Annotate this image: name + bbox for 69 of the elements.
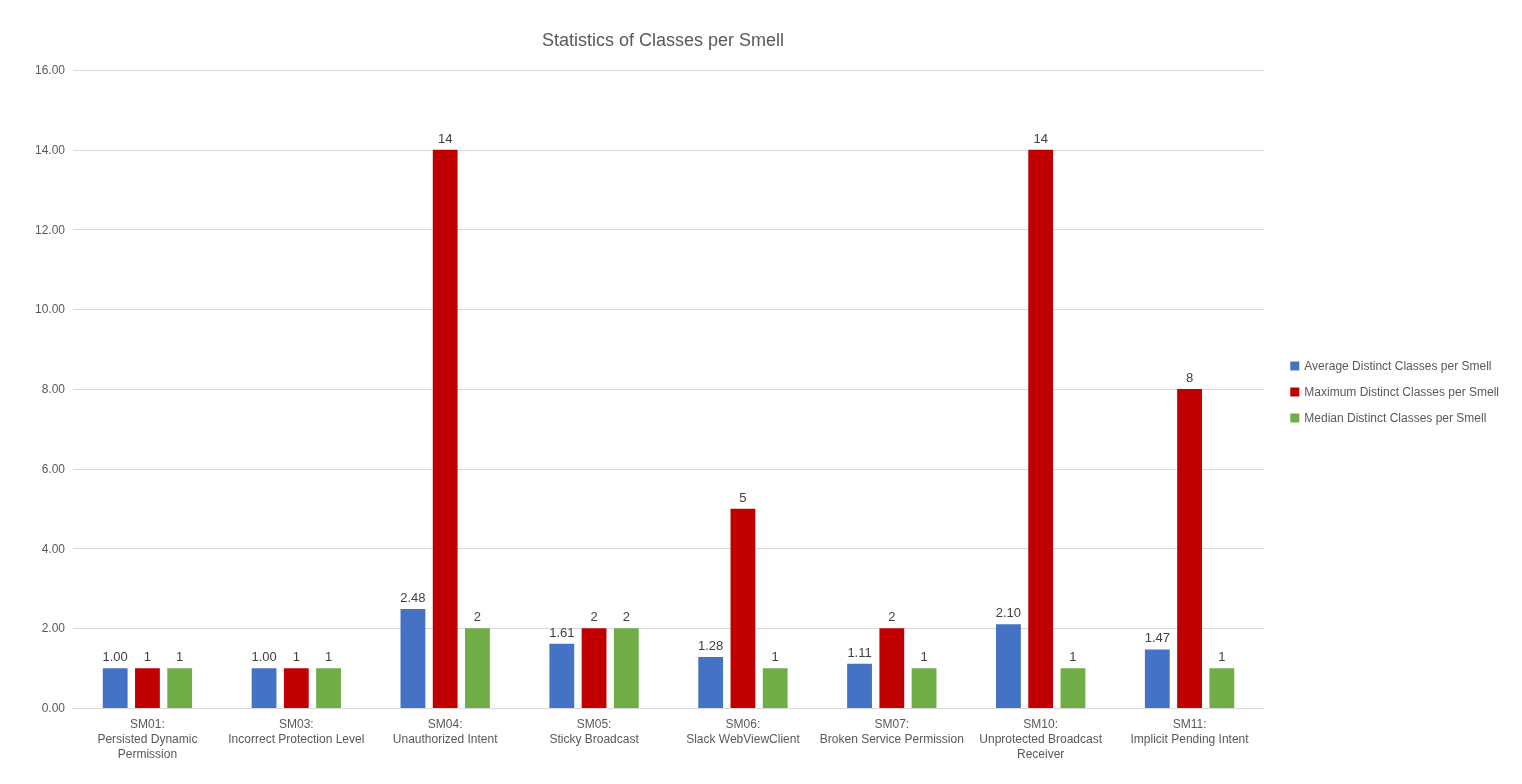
data-label: 1 xyxy=(324,649,333,665)
data-label: 8 xyxy=(1185,370,1194,385)
y-tick-label: 6.00 xyxy=(41,461,66,476)
bar xyxy=(1177,389,1202,708)
legend-label: Median Distinct Classes per Smell xyxy=(1304,411,1487,425)
data-label: 5 xyxy=(739,489,747,505)
bar xyxy=(1060,668,1086,708)
data-label: 1.61 xyxy=(549,624,575,640)
data-label: 14 xyxy=(1033,130,1048,146)
bar xyxy=(316,668,341,708)
bar xyxy=(135,668,160,708)
y-tick-label: 8.00 xyxy=(41,382,66,396)
data-label: 2 xyxy=(473,609,482,625)
bar xyxy=(432,149,458,708)
bar xyxy=(400,609,426,708)
bar xyxy=(167,668,193,708)
y-tick-label: 12.00 xyxy=(34,222,66,237)
bar xyxy=(581,628,607,708)
y-tick-label: 4.00 xyxy=(41,541,66,556)
bar xyxy=(762,668,788,708)
y-tick-label: 0.00 xyxy=(41,701,66,715)
data-label: 1 xyxy=(143,649,152,665)
data-label: 2.48 xyxy=(400,590,426,606)
bar xyxy=(283,668,309,708)
legend-label: Maximum Distinct Classes per Smell xyxy=(1304,385,1500,399)
bar xyxy=(613,628,639,708)
data-label: 1.00 xyxy=(251,649,277,665)
data-label: 1 xyxy=(1069,649,1077,665)
y-tick-label: 2.00 xyxy=(41,621,66,636)
bar xyxy=(1028,149,1054,708)
data-label: 1 xyxy=(1218,649,1226,665)
bar xyxy=(730,508,756,708)
bar xyxy=(102,668,128,708)
bar xyxy=(996,624,1021,708)
x-tick-label: SM04: Unauthorized Intent xyxy=(392,716,499,746)
legend-label: Average Distinct Classes per Smell xyxy=(1304,359,1492,373)
data-label: 2 xyxy=(888,609,896,625)
data-label: 1 xyxy=(771,649,779,665)
data-label: 1.11 xyxy=(847,644,872,660)
data-label: 2.10 xyxy=(995,605,1022,621)
bar xyxy=(847,663,872,708)
bar xyxy=(911,668,937,708)
data-label: 1 xyxy=(292,649,300,665)
x-tick-label: SM05: Sticky Broadcast xyxy=(549,716,640,746)
bar xyxy=(549,643,575,708)
y-tick-label: 14.00 xyxy=(34,142,66,157)
bar xyxy=(1209,668,1235,708)
bar xyxy=(698,656,724,708)
x-tick-label: SM07: Broken Service Permission xyxy=(819,716,964,746)
data-label: 2 xyxy=(622,609,630,625)
x-tick-label: SM11: Implicit Pending Intent xyxy=(1130,716,1250,746)
bar xyxy=(251,668,277,708)
data-label: 14 xyxy=(437,130,453,146)
x-tick-label: SM01: Persisted Dynamic Permission xyxy=(97,716,198,761)
data-label: 1.47 xyxy=(1144,630,1170,646)
chart-title: Statistics of Classes per Smell xyxy=(541,30,785,50)
x-tick-label: SM06: Slack WebViewClient xyxy=(686,716,801,746)
y-tick-label: 10.00 xyxy=(34,302,66,317)
x-tick-label: SM10: Unprotected Broadcast Receiver xyxy=(979,716,1103,761)
bar xyxy=(879,628,905,708)
bar xyxy=(465,628,490,708)
y-tick-label: 16.00 xyxy=(34,63,66,77)
bar xyxy=(1144,649,1170,708)
x-tick-label: SM03: Incorrect Protection Level xyxy=(228,716,365,746)
data-label: 1 xyxy=(176,649,184,665)
data-label: 1.00 xyxy=(102,649,128,665)
data-label: 2 xyxy=(590,609,598,625)
data-label: 1 xyxy=(920,649,928,665)
data-label: 1.28 xyxy=(698,637,724,653)
